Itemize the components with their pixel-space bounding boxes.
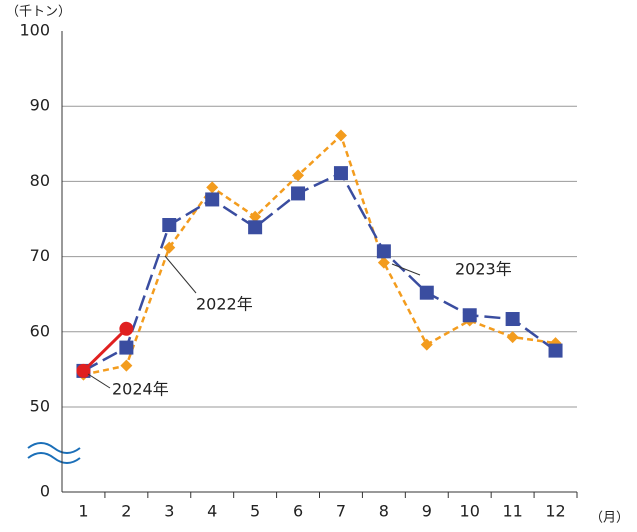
x-tick-label: 8 xyxy=(379,502,389,521)
point xyxy=(291,186,306,201)
point xyxy=(120,359,133,372)
y-tick-label: 100 xyxy=(19,21,50,40)
y-tick-label: 50 xyxy=(30,397,50,416)
point xyxy=(162,218,177,233)
point xyxy=(420,338,433,351)
x-tick-label: 4 xyxy=(207,502,217,521)
axis-break-symbol xyxy=(27,442,81,464)
series-line xyxy=(83,133,556,376)
point xyxy=(119,321,134,336)
y-tick-label: 70 xyxy=(30,246,50,265)
series-line xyxy=(82,171,557,373)
point xyxy=(163,241,176,254)
x-tick-label: 11 xyxy=(502,502,522,521)
y-tick-label: 60 xyxy=(30,321,50,340)
point xyxy=(292,169,305,182)
annotation-leader xyxy=(164,255,197,294)
series-label: 2024年 xyxy=(112,380,169,399)
point xyxy=(205,192,220,207)
x-tick-label: 12 xyxy=(545,502,565,521)
series-label: 2023年 xyxy=(455,260,512,279)
x-tick-label: 2 xyxy=(121,502,131,521)
point xyxy=(249,210,262,223)
x-tick-label: 6 xyxy=(293,502,303,521)
x-tick-label: 1 xyxy=(78,502,88,521)
point xyxy=(377,256,390,269)
point xyxy=(506,331,519,344)
point xyxy=(376,244,391,259)
annotation-leader xyxy=(87,373,111,389)
x-tick-label: 10 xyxy=(460,502,480,521)
point xyxy=(419,285,434,300)
point xyxy=(333,166,348,181)
y-tick-label: 0 xyxy=(40,482,50,501)
point xyxy=(548,343,563,358)
point xyxy=(206,181,219,194)
series-label: 2022年 xyxy=(196,295,253,314)
point xyxy=(505,312,520,327)
x-tick-label: 3 xyxy=(164,502,174,521)
point xyxy=(119,340,134,355)
point xyxy=(462,308,477,323)
y-tick-label: 80 xyxy=(30,171,50,190)
x-tick-label: 5 xyxy=(250,502,260,521)
x-tick-label: 7 xyxy=(336,502,346,521)
x-tick-label: 9 xyxy=(422,502,432,521)
annotation-leader xyxy=(391,263,421,276)
y-tick-label: 90 xyxy=(30,96,50,115)
point xyxy=(248,220,263,235)
point xyxy=(334,129,347,142)
series-line xyxy=(82,327,128,372)
point xyxy=(76,363,91,378)
x-axis-label: （月） xyxy=(590,511,629,526)
y-axis-label: （千トン） xyxy=(6,5,71,20)
